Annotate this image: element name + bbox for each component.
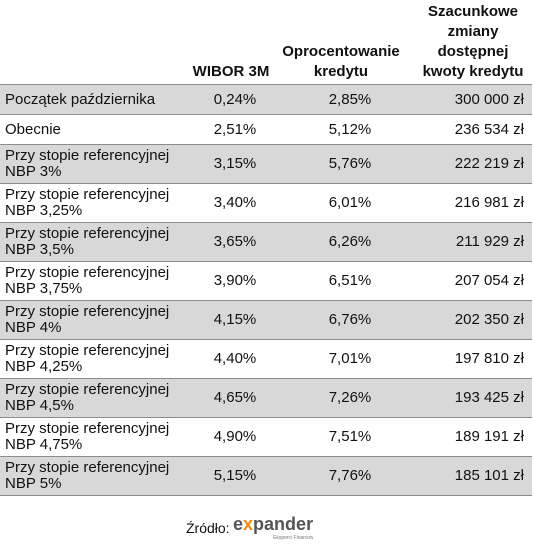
row-label: Przy stopie referencyjnej NBP 4,75% [0, 417, 190, 457]
wibor-value: 3,15% [190, 144, 280, 184]
wibor-value: 4,65% [190, 378, 280, 418]
oprocentowanie-value: 7,51% [280, 417, 420, 457]
kwota-value: 197 810 zł [420, 339, 532, 379]
source-line: Źródło: expander Eksperci Finansowi [0, 512, 534, 542]
table-row: Obecnie 2,51% 5,12% 236 534 zł [0, 114, 532, 145]
wibor-value: 0,24% [190, 84, 280, 115]
wibor-value: 4,40% [190, 339, 280, 379]
table-row: Początek października 0,24% 2,85% 300 000 z… [0, 84, 532, 115]
oprocentowanie-value: 5,76% [280, 144, 420, 184]
kwota-value: 193 425 zł [420, 378, 532, 418]
kwota-value: 189 191 zł [420, 417, 532, 457]
table-header: WIBOR 3M Oprocentowanie kredytu Szacunko… [0, 0, 534, 84]
row-label: Przy stopie referencyjnej NBP 4,5% [0, 378, 190, 418]
table-row: Przy stopie referencyjnej NBP 3% 3,15% 5,7… [0, 144, 532, 184]
kwota-value: 216 981 zł [420, 183, 532, 223]
table-row: Przy stopie referencyjnej NBP 3,5% 3,65% 6… [0, 222, 532, 262]
table-row: Przy stopie referencyjnej NBP 4,75% 4,90%… [0, 417, 532, 457]
oprocentowanie-value: 7,26% [280, 378, 420, 418]
wibor-value: 3,40% [190, 183, 280, 223]
kwota-value: 207 054 zł [420, 261, 532, 301]
brand-tagline: Eksperci Finansowi [273, 535, 313, 541]
oprocentowanie-value: 7,01% [280, 339, 420, 379]
kwota-value: 222 219 zł [420, 144, 532, 184]
wibor-value: 3,90% [190, 261, 280, 301]
row-label: Przy stopie referencyjnej NBP 3,75% [0, 261, 190, 301]
oprocentowanie-value: 6,51% [280, 261, 420, 301]
row-label: Początek października [0, 84, 190, 115]
column-header-wibor: WIBOR 3M [192, 63, 270, 80]
kwota-value: 202 350 zł [420, 300, 532, 340]
table-row: Przy stopie referencyjnej NBP 4% 4,15% 6,7… [0, 300, 532, 340]
row-label: Przy stopie referencyjnej NBP 4% [0, 300, 190, 340]
wibor-value: 4,15% [190, 300, 280, 340]
column-header-oprocentowanie: Oprocentowanie kredytu [282, 43, 400, 80]
table-row: Przy stopie referencyjnej NBP 5% 5,15% 7,7… [0, 456, 532, 496]
row-label: Przy stopie referencyjnej NBP 3% [0, 144, 190, 184]
row-label: Przy stopie referencyjnej NBP 3,5% [0, 222, 190, 262]
row-label: Obecnie [0, 114, 190, 145]
row-label: Przy stopie referencyjnej NBP 3,25% [0, 183, 190, 223]
oprocentowanie-value: 6,76% [280, 300, 420, 340]
oprocentowanie-value: 7,76% [280, 456, 420, 496]
wibor-value: 5,15% [190, 456, 280, 496]
kwota-value: 300 000 zł [420, 84, 532, 115]
table-row: Przy stopie referencyjnej NBP 4,5% 4,65% 7… [0, 378, 532, 418]
kwota-value: 185 101 zł [420, 456, 532, 496]
table-body: Początek października 0,24% 2,85% 300 000 z… [0, 84, 532, 496]
column-header-kwota: Szacunkowe zmiany dostępnej kwoty kredyt… [422, 3, 524, 80]
table-row: Przy stopie referencyjnej NBP 4,25% 4,40%… [0, 339, 532, 379]
source-label: Źródło: [186, 520, 230, 536]
table-row: Przy stopie referencyjnej NBP 3,75% 3,90%… [0, 261, 532, 301]
wibor-value: 3,65% [190, 222, 280, 262]
oprocentowanie-value: 2,85% [280, 84, 420, 115]
expander-logo: expander Eksperci Finansowi [233, 514, 313, 541]
brand-wordmark: expander [233, 514, 313, 534]
wibor-value: 4,90% [190, 417, 280, 457]
oprocentowanie-value: 6,01% [280, 183, 420, 223]
table-row: Przy stopie referencyjnej NBP 3,25% 3,40%… [0, 183, 532, 223]
data-table: Początek października 0,24% 2,85% 300 000 z… [0, 84, 532, 496]
row-label: Przy stopie referencyjnej NBP 4,25% [0, 339, 190, 379]
wibor-value: 2,51% [190, 114, 280, 145]
oprocentowanie-value: 5,12% [280, 114, 420, 145]
kwota-value: 236 534 zł [420, 114, 532, 145]
kwota-value: 211 929 zł [420, 222, 532, 262]
row-label: Przy stopie referencyjnej NBP 5% [0, 456, 190, 496]
oprocentowanie-value: 6,26% [280, 222, 420, 262]
